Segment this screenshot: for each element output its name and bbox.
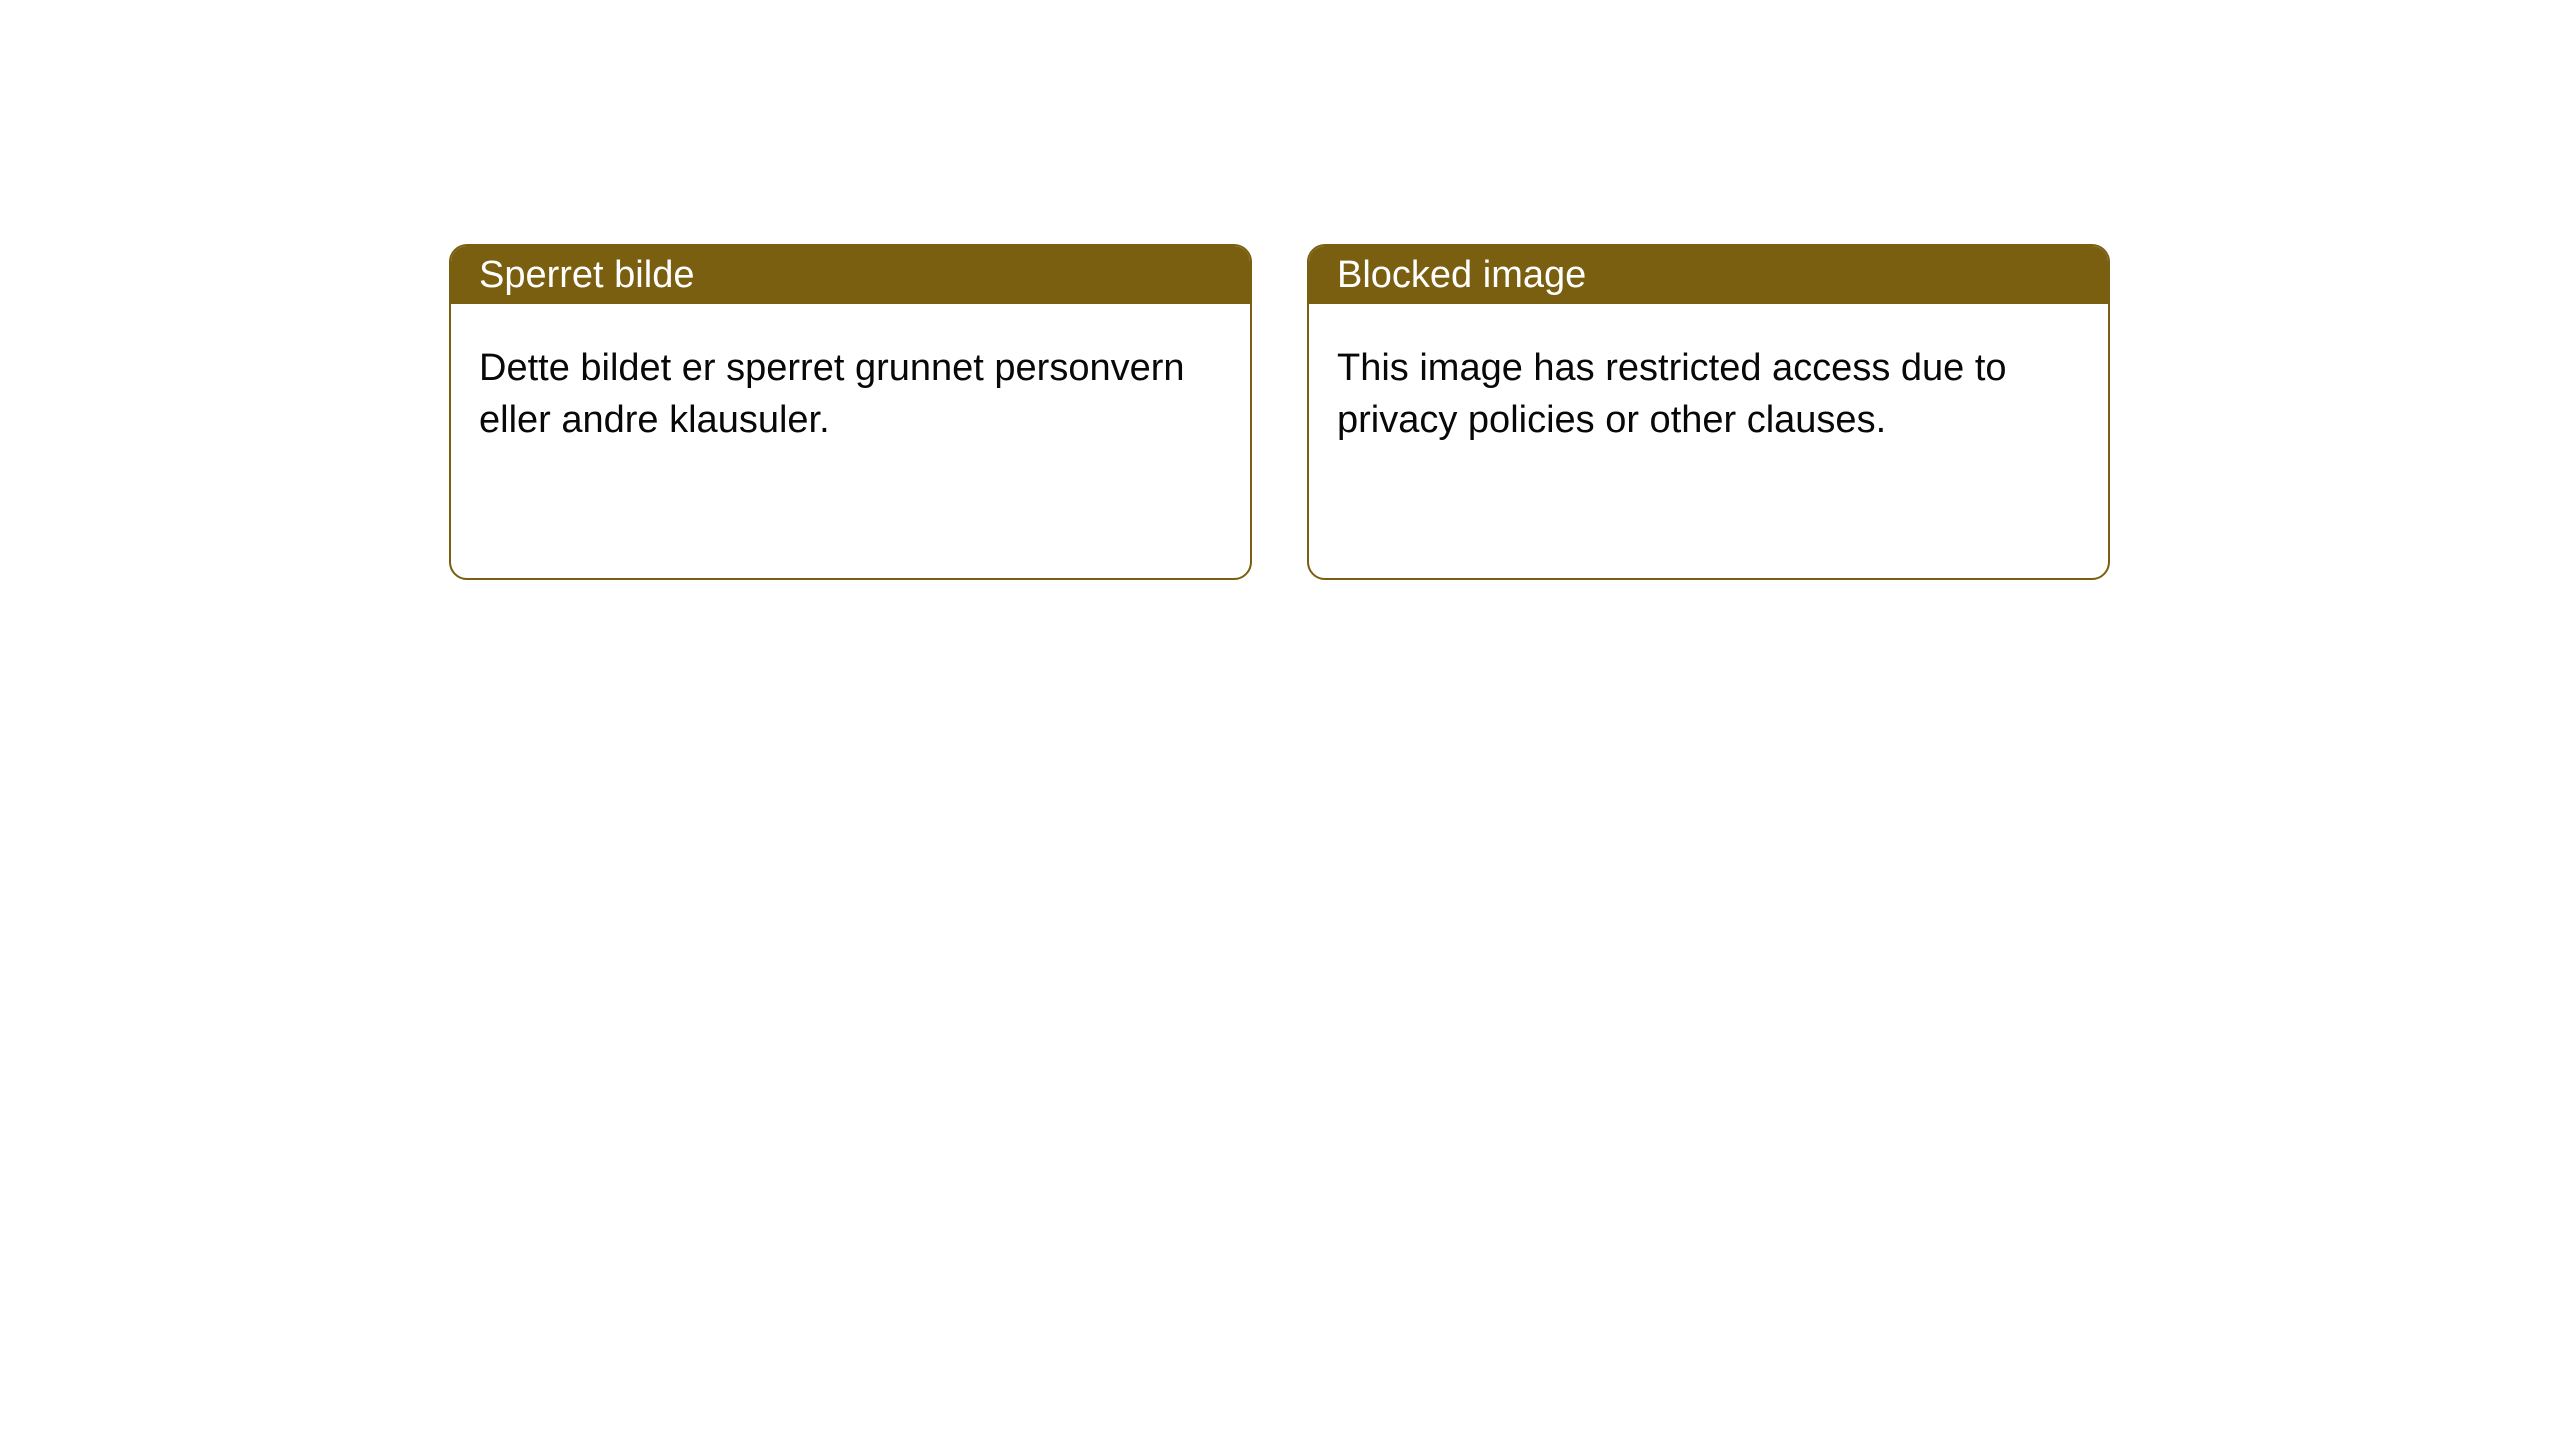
card-header-text: Blocked image [1337,254,1586,297]
notice-cards-container: Sperret bilde Dette bildet er sperret gr… [449,244,2110,580]
card-header: Blocked image [1309,246,2108,304]
notice-card-english: Blocked image This image has restricted … [1307,244,2110,580]
card-header: Sperret bilde [451,246,1250,304]
card-header-text: Sperret bilde [479,254,694,297]
card-body-text: This image has restricted access due to … [1337,347,2007,441]
card-body-text: Dette bildet er sperret grunnet personve… [479,347,1185,441]
card-body: Dette bildet er sperret grunnet personve… [451,304,1250,485]
notice-card-norwegian: Sperret bilde Dette bildet er sperret gr… [449,244,1252,580]
card-body: This image has restricted access due to … [1309,304,2108,485]
